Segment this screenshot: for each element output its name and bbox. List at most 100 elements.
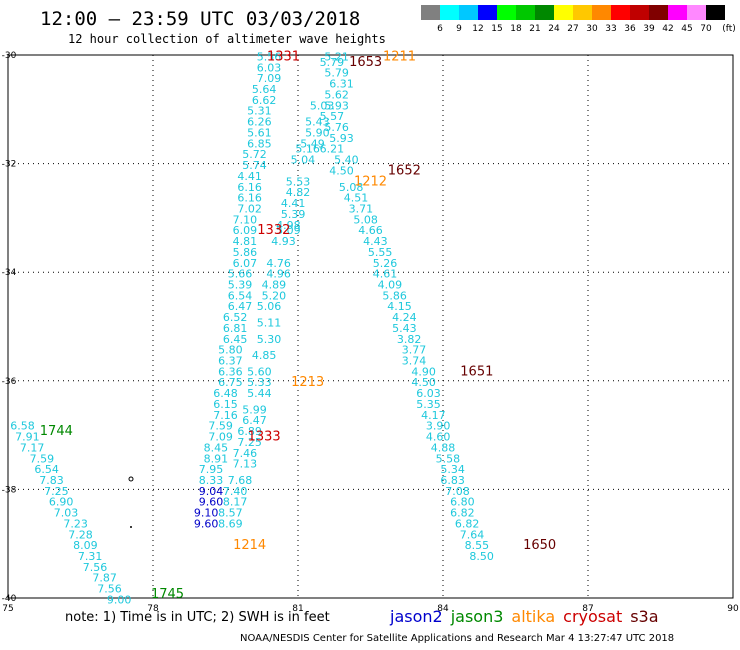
- wave-height-value: 6.82: [450, 507, 475, 520]
- wave-height-value: 6.47: [228, 300, 253, 313]
- wave-height-value: 6.90: [49, 496, 74, 509]
- lat-tick-label: -36: [2, 377, 17, 387]
- wave-height-value: 6.36: [218, 365, 243, 378]
- lat-tick-label: -38: [2, 485, 17, 495]
- wave-height-value: 5.60: [247, 365, 272, 378]
- wave-height-value: 9.60: [194, 517, 219, 530]
- colorbar-label: 15: [491, 24, 503, 34]
- wave-height-value: 7.56: [97, 583, 122, 596]
- lon-tick-label: 84: [437, 604, 449, 614]
- colorbar-label: 18: [510, 24, 522, 34]
- wave-height-value: 3.74: [402, 355, 427, 368]
- wave-height-value: 4.76: [266, 257, 291, 270]
- colorbar-swatch: [516, 5, 535, 20]
- pass-time-label: 1214: [233, 538, 266, 553]
- wave-height-value: 4.66: [358, 224, 383, 237]
- pass-time-label: 1212: [354, 174, 387, 189]
- colorbar-swatch: [478, 5, 497, 20]
- wave-height-value: 4.60: [426, 431, 451, 444]
- legend-item-cryosat: cryosat: [563, 607, 623, 626]
- wave-height-value: 7.59: [208, 420, 233, 433]
- wave-height-value: 6.52: [223, 311, 248, 324]
- wave-height-value: 5.04: [291, 154, 316, 167]
- wave-height-value: 5.53: [286, 175, 311, 188]
- wave-height-value: 7.59: [30, 452, 55, 465]
- wave-height-value: 5.58: [436, 452, 461, 465]
- wave-height-value: 6.58: [10, 420, 35, 433]
- wave-height-value: 7.17: [20, 441, 45, 454]
- wave-height-value: 5.80: [218, 344, 243, 357]
- map-frame: [7, 54, 734, 599]
- colorbar-label: 9: [456, 24, 462, 34]
- wave-height-value: 5.76: [324, 121, 349, 134]
- colorbar-swatch: [687, 5, 706, 20]
- wave-height-value: 9.10: [194, 507, 219, 520]
- colorbar-swatch: [592, 5, 611, 20]
- wave-height-value: 5.66: [228, 268, 253, 281]
- wave-height-value: 5.72: [242, 148, 267, 161]
- legend-item-altika: altika: [511, 607, 556, 626]
- wave-height-value: 8.69: [218, 517, 243, 530]
- wave-height-value: 5.55: [368, 246, 393, 259]
- wave-height-value: 3.77: [402, 344, 427, 357]
- pass-time-label: 1652: [388, 163, 421, 178]
- pass-time-label: 1744: [40, 424, 73, 439]
- wave-height-value: 6.85: [247, 137, 272, 150]
- wave-height-value: 6.54: [228, 289, 253, 302]
- wave-height-value: 5.56: [257, 50, 282, 63]
- colorbar-swatch: [611, 5, 630, 20]
- colorbar-label: 36: [624, 24, 636, 34]
- lat-tick-label: -34: [2, 268, 17, 278]
- wave-height-value: 6.16: [237, 192, 262, 205]
- wave-height-value: 6.47: [242, 414, 267, 427]
- wave-height-value: 4.81: [233, 235, 258, 248]
- wave-height-value: 8.55: [465, 539, 490, 552]
- wave-height-value: 5.49: [300, 137, 325, 150]
- wave-height-value: 4.41: [237, 170, 262, 183]
- wave-height-value: 7.23: [63, 517, 88, 530]
- wave-height-value: 5.03: [310, 99, 335, 112]
- pass-time-label: 1332: [257, 223, 290, 238]
- wave-height-value: 7.02: [237, 202, 262, 215]
- wave-height-value: 4.61: [373, 268, 398, 281]
- legend-item-s3a: s3a: [630, 607, 659, 626]
- wave-height-value: 5.62: [324, 88, 349, 101]
- wave-height-value: 4.90: [411, 365, 436, 378]
- wave-height-value: 7.09: [208, 431, 233, 444]
- wave-height-value: 6.83: [440, 474, 465, 487]
- colorbar-swatch: [554, 5, 573, 20]
- wave-height-value: 6.03: [257, 61, 282, 74]
- island-marker: [130, 526, 132, 528]
- footnote: note: 1) Time is in UTC; 2) SWH is in fe…: [65, 610, 330, 625]
- wave-height-value: 7.25: [44, 485, 69, 498]
- wave-height-value: 6.31: [329, 78, 354, 91]
- island-marker: [128, 476, 134, 482]
- wave-height-value: 6.37: [218, 355, 243, 368]
- wave-height-value: 6.45: [223, 333, 248, 346]
- wave-height-value: 7.08: [445, 485, 470, 498]
- wave-height-value: 7.56: [83, 561, 108, 574]
- lon-tick-label: 81: [292, 604, 303, 614]
- wave-height-value: 5.39: [281, 208, 306, 221]
- lat-tick-label: -32: [2, 160, 17, 170]
- wave-height-value: 5.93: [329, 132, 354, 145]
- wave-height-value: 5.31: [247, 105, 272, 118]
- lat-tick-label: -30: [2, 51, 17, 61]
- wave-height-value: 6.15: [213, 398, 238, 411]
- wave-height-value: 8.17: [223, 496, 248, 509]
- colorbar-label: 42: [662, 24, 674, 34]
- wave-height-value: 6.07: [233, 257, 258, 270]
- wave-height-value: 5.35: [416, 398, 441, 411]
- wave-height-value: 6.75: [218, 376, 243, 389]
- wave-height-value: 9.00: [107, 593, 132, 606]
- colorbar-label: 6: [437, 24, 443, 34]
- wave-height-value: 4.09: [378, 278, 403, 291]
- wave-height-value: 5.20: [262, 289, 287, 302]
- colorbar-swatch: [668, 5, 687, 20]
- wave-height-value: 5.90: [305, 126, 330, 139]
- wave-height-value: 8.45: [204, 441, 229, 454]
- colorbar-swatch: [573, 5, 592, 20]
- wave-height-value: 7.64: [460, 528, 485, 541]
- wave-height-value: 4.43: [363, 235, 388, 248]
